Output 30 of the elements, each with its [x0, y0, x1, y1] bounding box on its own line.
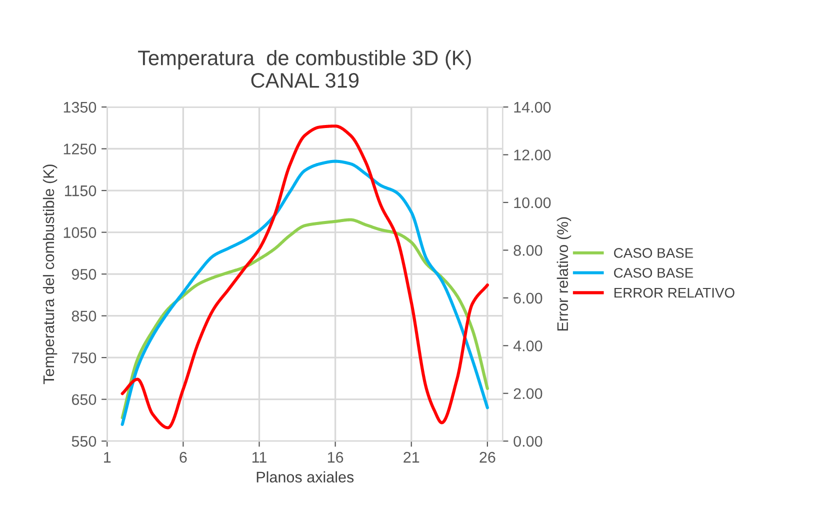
y2-tick-label: 12.00 — [514, 150, 551, 160]
y-tick-label: 550 — [72, 436, 96, 447]
y2-tick-label: 10.00 — [514, 197, 551, 208]
x-axis-title: Planos axiales — [256, 471, 354, 483]
y2-tick-label: 6.00 — [514, 292, 542, 304]
y-tick-label: 1250 — [64, 144, 96, 154]
y-tick-label: 1150 — [65, 185, 96, 196]
y2-axis-title: Error relativo (%) — [556, 217, 572, 331]
y-tick-label: 650 — [72, 394, 96, 406]
y-tick-label: 750 — [72, 352, 96, 364]
y2-tick-label: 8.00 — [514, 245, 542, 256]
x-tick-label: 6 — [180, 452, 187, 463]
y-tick-label: 950 — [72, 268, 96, 280]
chart-title: Temperatura de combustible 3D (K) CANAL 319 — [138, 50, 471, 88]
x-tick-label: 21 — [404, 452, 420, 463]
legend-label: CASO BASE — [614, 268, 694, 278]
x-tick-label: 1 — [104, 452, 111, 463]
y-tick-label: 1350 — [64, 102, 96, 113]
legend-label: CASO BASE — [614, 248, 694, 258]
y2-tick-label: 4.00 — [513, 340, 542, 352]
x-tick-label: 16 — [328, 452, 344, 463]
y-tick-label: 1050 — [64, 227, 96, 238]
y-axis-title: Temperatura del combustible (K) — [42, 164, 58, 384]
y2-tick-label: 14.00 — [514, 102, 551, 113]
x-tick-label: 26 — [480, 452, 496, 463]
y-tick-label: 850 — [72, 310, 96, 322]
y2-tick-label: 2.00 — [514, 388, 542, 400]
y2-tick-label: 0.00 — [514, 436, 542, 447]
legend-label: ERROR RELATIVO — [614, 288, 734, 298]
x-tick-label: 11 — [252, 452, 266, 463]
